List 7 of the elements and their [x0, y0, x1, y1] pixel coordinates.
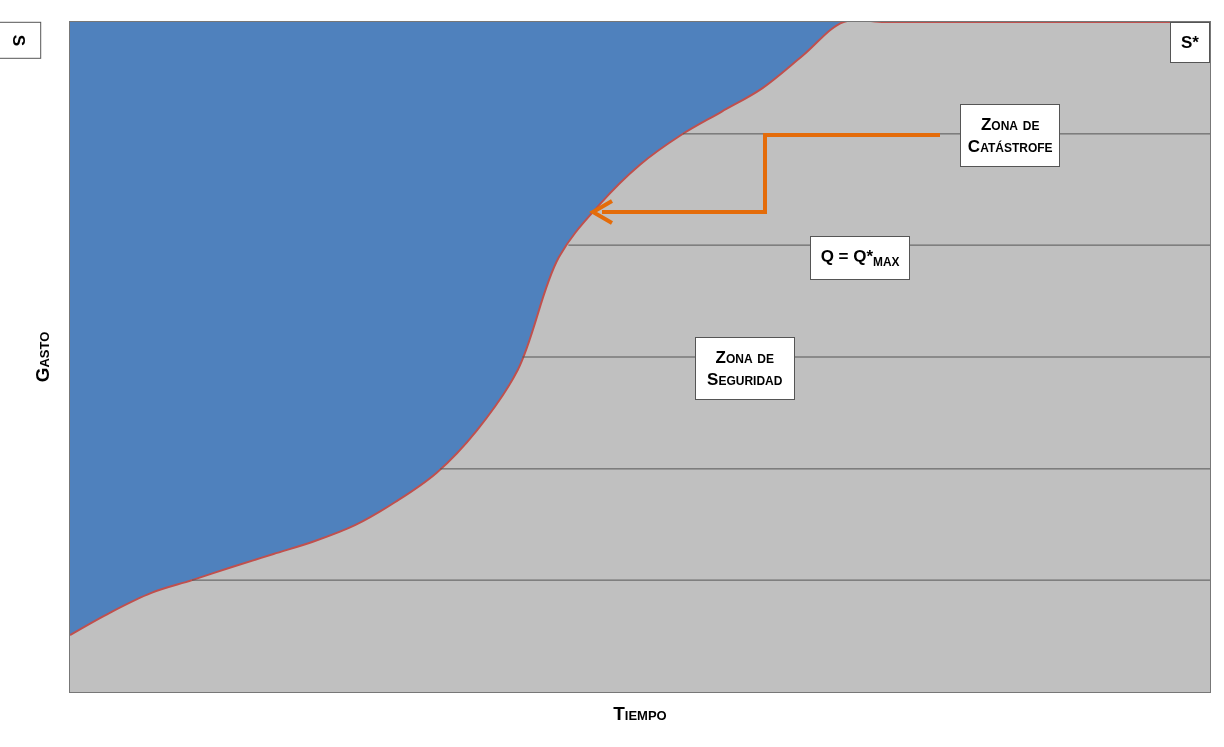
text: S [9, 34, 29, 47]
annotation: Zona de Catástrofe [967, 115, 1053, 157]
annotation: Q = Q*$_{MAX}$ [820, 247, 900, 269]
annotation: S* [1181, 33, 1200, 52]
y-axis-title: Gasto [31, 331, 53, 383]
annotation: Zona de Seguridad [707, 348, 783, 390]
x-axis-title: Tiempo [613, 702, 667, 724]
